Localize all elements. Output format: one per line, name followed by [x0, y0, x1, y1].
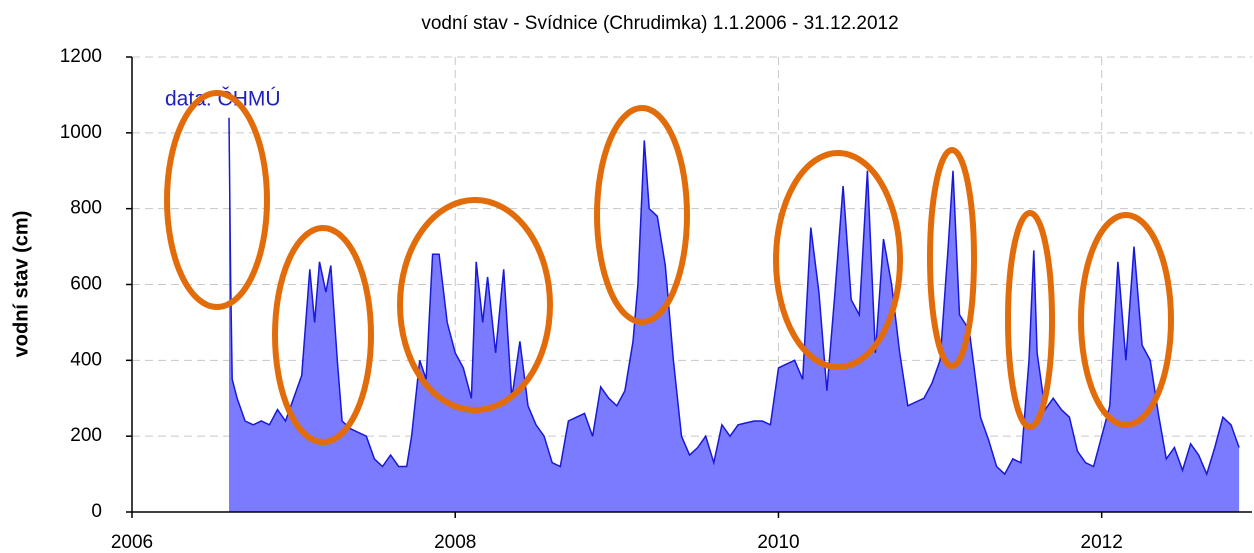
highlight-ellipse [927, 147, 977, 369]
x-tick-label: 2010 [757, 532, 799, 553]
y-tick-label: 200 [70, 425, 102, 446]
y-tick-label: 600 [70, 274, 102, 295]
y-tick-label: 1000 [60, 122, 102, 143]
highlight-ellipses [164, 90, 1174, 445]
highlight-ellipse [1078, 212, 1174, 428]
highlight-ellipse [773, 150, 903, 370]
x-tick-label: 2008 [434, 532, 476, 553]
y-tick-label: 800 [70, 198, 102, 219]
highlight-ellipse [164, 90, 270, 310]
y-tick-label: 0 [91, 501, 102, 522]
x-tick-label: 2012 [1081, 532, 1123, 553]
highlight-ellipse [397, 197, 553, 413]
x-tick-label: 2006 [111, 532, 153, 553]
line [228, 117, 1240, 477]
plot-area: 0 200 400 600 800 1000 1200 2006 2008 2010 2012 [60, 46, 1252, 553]
highlight-ellipse [272, 225, 374, 445]
y-tick-label: 400 [70, 349, 102, 370]
chart-title: vodní stav - Svídnice (Chrudimka) 1.1.20… [421, 13, 898, 34]
area [229, 117, 1240, 512]
y-tick-label: 1200 [60, 46, 102, 67]
highlight-ellipse [594, 105, 690, 325]
y-axis-label: vodní stav (cm) [10, 211, 32, 358]
highlight-ellipse [1005, 210, 1055, 430]
